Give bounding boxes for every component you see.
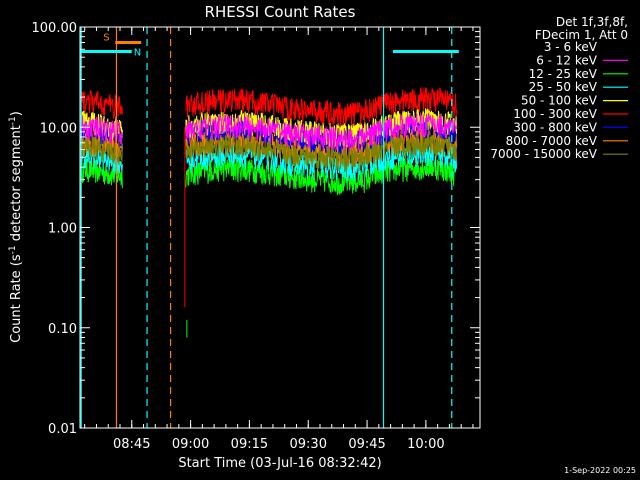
series-trace [80,115,123,145]
y-tick-label: 1.00 [48,222,77,237]
y-tick-label: 100.00 [32,21,78,36]
legend-entry-label: 6 - 12 keV [536,53,598,67]
y-axis: 100.00 10.00 1.00 0.10 0.01 [32,21,480,437]
legend-entry-label: 50 - 100 keV [521,94,598,108]
series-trace [80,89,123,119]
legend-entry-label: 12 - 25 keV [529,67,598,81]
y-axis-label: Count Rate (s-1 detector segment-1) [8,111,24,343]
series-trace [185,87,457,127]
x-tick-label: 08:45 [113,437,150,452]
attenuator-label: S [103,33,109,44]
legend-entry-label: 7000 - 15000 keV [490,147,597,161]
legend-entry-label: 25 - 50 keV [529,80,598,94]
footer-timestamp: 1-Sep-2022 00:25 [564,466,636,475]
attenuator-label: N [134,47,141,58]
y-axis-label-tail: detector segment [9,125,24,245]
legend-entry-label: 300 - 800 keV [513,120,597,134]
series-trace [185,112,457,153]
series-trace [80,135,123,166]
data-traces [80,87,457,338]
legend-header: Det 1f,3f,8f, [556,15,628,29]
y-tick-label: 0.01 [48,422,77,437]
legend-entry-label: 800 - 7000 keV [506,134,598,148]
legend-entry-label: 3 - 6 keV [544,40,598,54]
plot-frame [79,26,481,429]
overlay-lines: SN [80,27,459,428]
x-tick-label: 09:30 [290,437,327,452]
y-tick-label: 0.10 [48,322,77,337]
series-trace [185,132,457,172]
x-axis: 08:45 09:00 09:15 09:30 09:45 10:00 [84,27,474,452]
x-tick-label: 09:45 [348,437,385,452]
legend-header: FDecim 1, Att 0 [535,28,628,42]
y-axis-label-sup: -1 [8,245,18,254]
chart-title: RHESSI Count Rates [205,3,356,21]
y-axis-label-close: ) [9,111,24,116]
x-tick-label: 09:15 [231,437,268,452]
x-axis-label: Start Time (03-Jul-16 08:32:42) [178,456,381,471]
x-tick-label: 10:00 [407,437,444,452]
x-tick-label: 09:00 [172,437,209,452]
legend-entry-label: 100 - 300 keV [513,107,597,121]
y-tick-label: 10.00 [40,121,77,136]
y-axis-label-main: Count Rate (s [9,254,24,343]
y-axis-label-sup2: -1 [8,116,18,125]
